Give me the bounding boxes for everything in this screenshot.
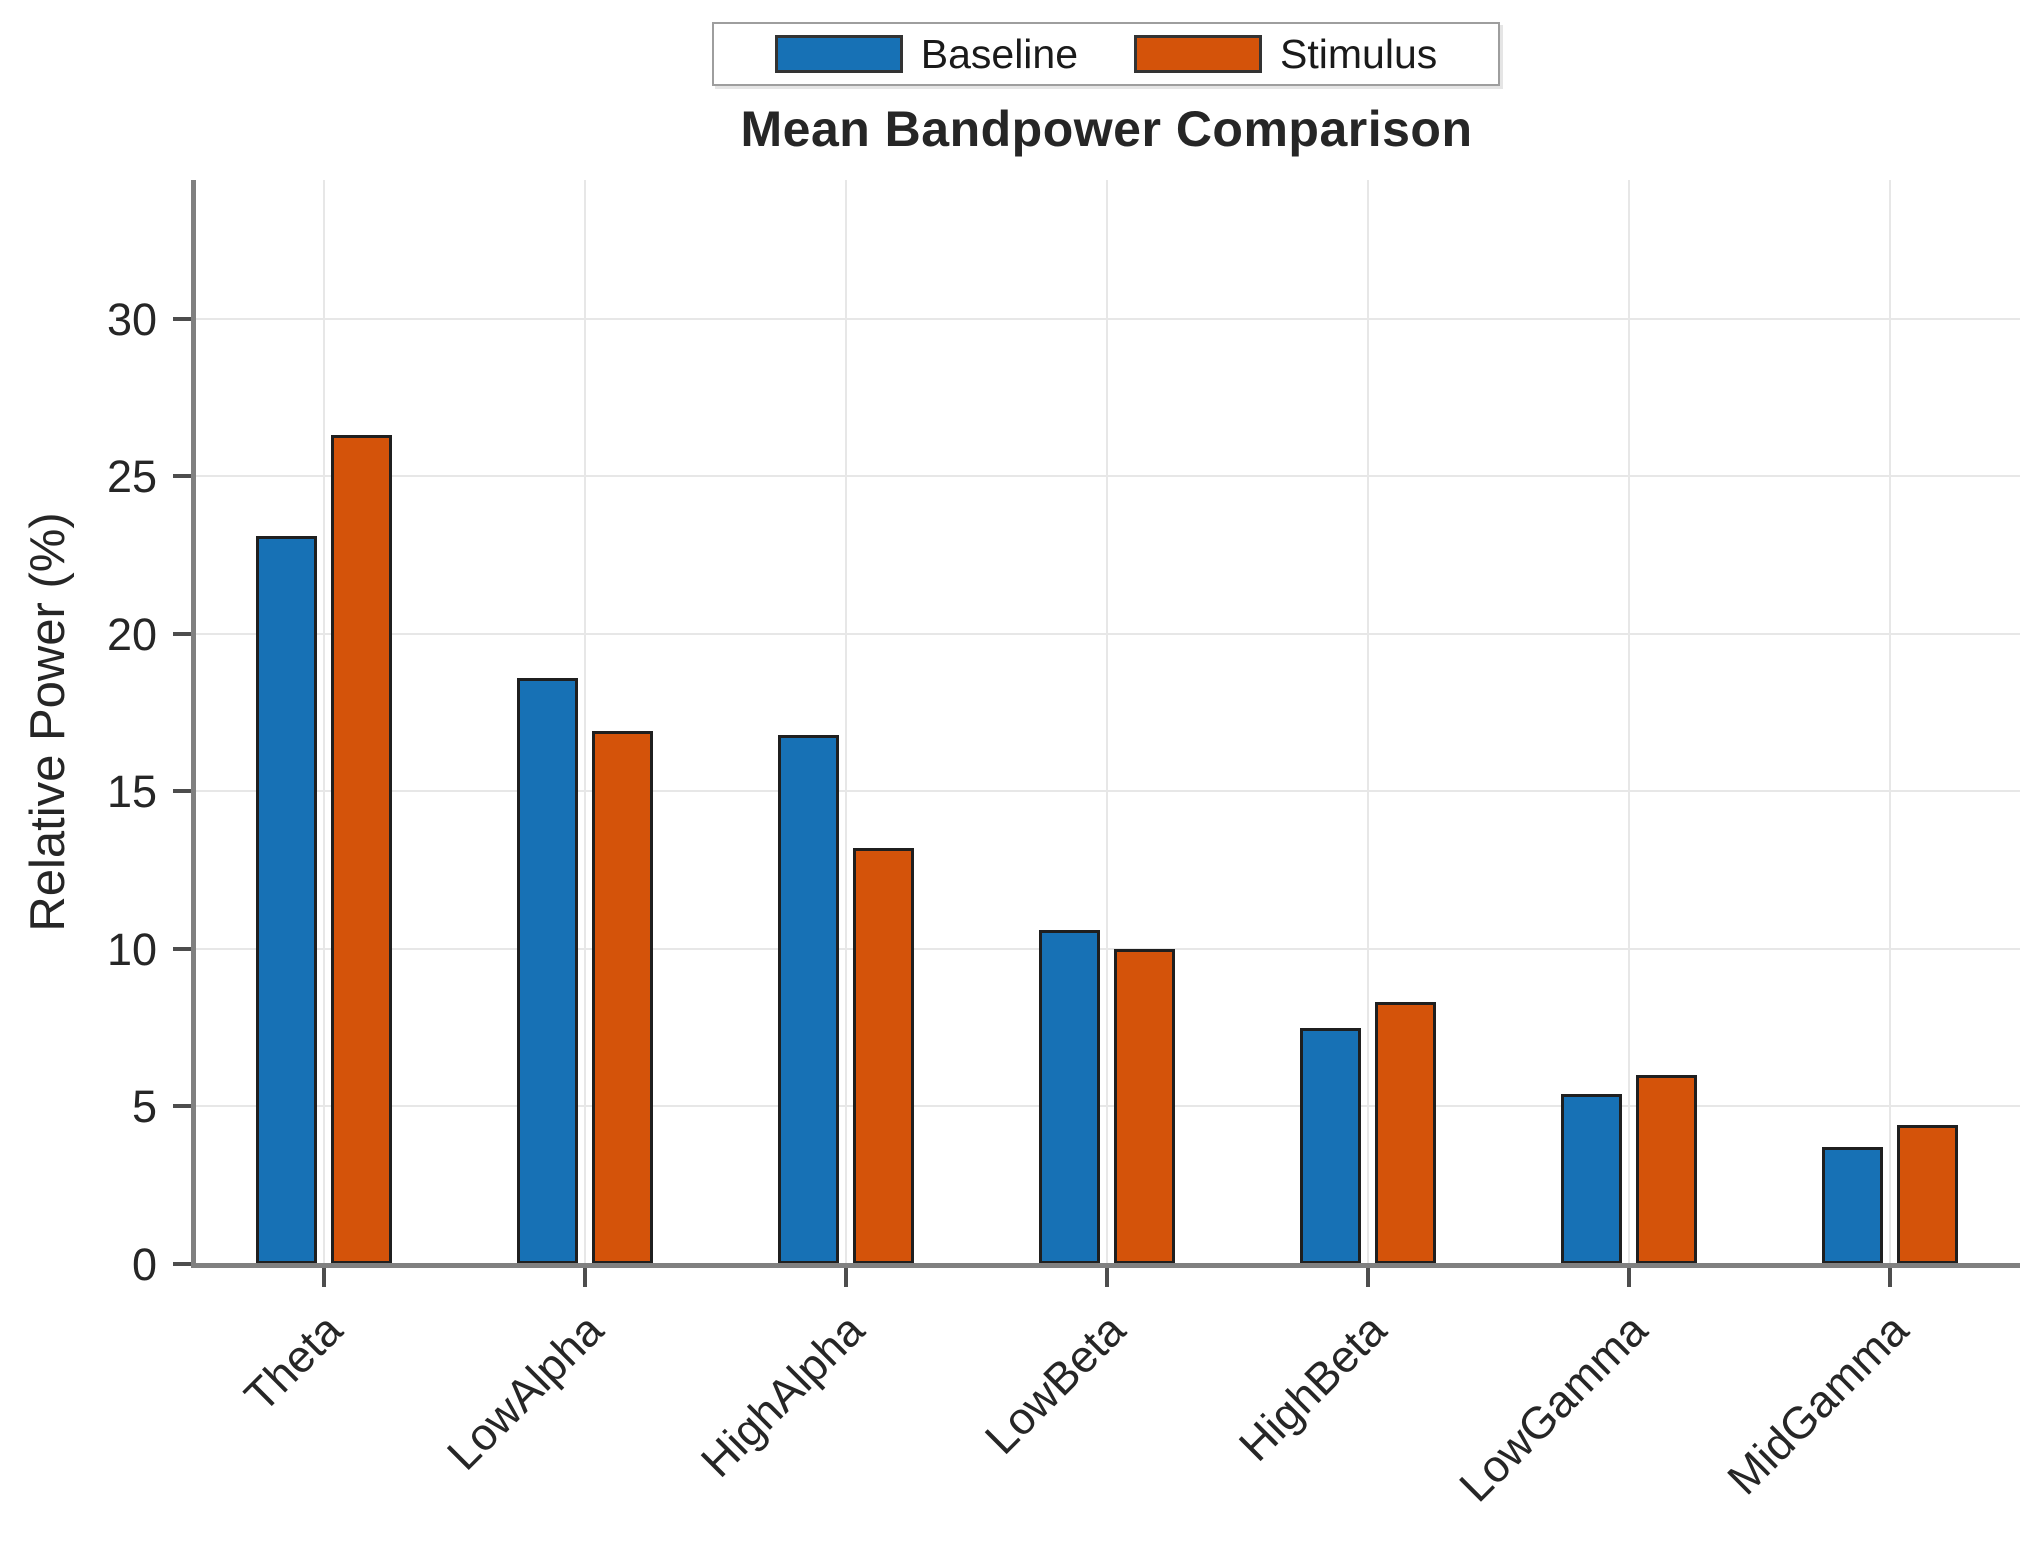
x-gridline: [1888, 180, 1891, 1264]
legend-item-baseline: Baseline: [774, 30, 1079, 77]
stimulus-bar-theta: [330, 435, 392, 1264]
y-tick-mark: [173, 946, 193, 951]
x-tick-mark: [1365, 1267, 1370, 1287]
y-tick-mark: [173, 1104, 193, 1109]
x-tick-mark: [1887, 1267, 1892, 1287]
x-tick-mark: [1626, 1267, 1631, 1287]
x-axis-spine: [191, 1263, 2020, 1268]
y-tick-label: 30: [106, 293, 157, 345]
baseline-bar-lowbeta: [1038, 929, 1100, 1264]
y-tick-label: 0: [131, 1239, 157, 1290]
legend-label-baseline: Baseline: [920, 30, 1079, 77]
baseline-bar-lowalpha: [516, 677, 578, 1264]
legend: Baseline Stimulus: [712, 22, 1500, 86]
x-tick-label: HighBeta: [1228, 1303, 1396, 1471]
baseline-bar-highalpha: [777, 734, 839, 1264]
stimulus-color-swatch: [1134, 35, 1263, 73]
y-tick-mark: [173, 316, 193, 321]
x-tick-mark: [321, 1267, 326, 1287]
x-gridline: [844, 180, 847, 1264]
x-gridline: [322, 180, 325, 1264]
x-gridline: [1366, 180, 1369, 1264]
y-tick-label: 10: [106, 923, 157, 975]
baseline-color-swatch: [774, 35, 903, 73]
x-tick-label: HighAlpha: [690, 1303, 874, 1487]
x-tick-label: LowBeta: [974, 1303, 1135, 1464]
baseline-bar-theta: [255, 536, 317, 1264]
x-tick-label: LowAlpha: [436, 1303, 613, 1480]
y-tick-label: 20: [106, 608, 157, 660]
x-gridline: [583, 180, 586, 1264]
y-tick-mark: [173, 789, 193, 794]
y-tick-mark: [173, 474, 193, 479]
x-gridline: [1105, 180, 1108, 1264]
x-tick-mark: [843, 1267, 848, 1287]
y-axis-spine: [191, 180, 196, 1267]
stimulus-bar-lowbeta: [1113, 948, 1175, 1264]
y-tick-mark: [173, 631, 193, 636]
stimulus-bar-lowalpha: [591, 731, 653, 1264]
x-gridline: [1627, 180, 1630, 1264]
x-tick-label: Theta: [234, 1303, 352, 1422]
x-tick-mark: [582, 1267, 587, 1287]
y-tick-mark: [173, 1262, 193, 1266]
x-tick-label: LowGamma: [1448, 1303, 1657, 1512]
baseline-bar-highbeta: [1299, 1027, 1361, 1264]
chart-title: Mean Bandpower Comparison: [740, 101, 1473, 157]
y-tick-label: 15: [106, 766, 157, 818]
y-tick-label: 5: [131, 1081, 157, 1133]
stimulus-bar-lowgamma: [1635, 1074, 1697, 1264]
legend-item-stimulus: Stimulus: [1134, 30, 1438, 77]
stimulus-bar-highbeta: [1374, 1002, 1436, 1264]
baseline-bar-midgamma: [1821, 1147, 1883, 1264]
stimulus-bar-highalpha: [852, 848, 914, 1264]
baseline-bar-lowgamma: [1560, 1093, 1622, 1264]
y-tick-label: 25: [106, 451, 157, 503]
stimulus-bar-midgamma: [1896, 1125, 1958, 1264]
legend-label-stimulus: Stimulus: [1280, 30, 1438, 77]
x-tick-label: MidGamma: [1716, 1303, 1918, 1505]
x-tick-mark: [1104, 1267, 1109, 1287]
